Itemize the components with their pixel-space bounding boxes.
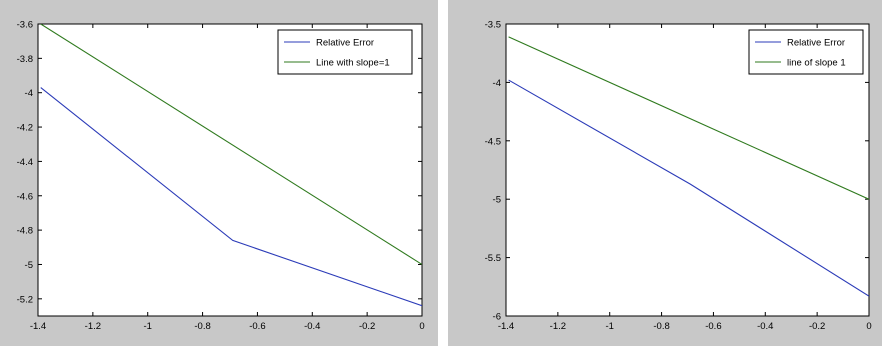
y-tick-label: -4.6	[17, 191, 33, 202]
x-tick-label: -0.2	[359, 321, 375, 332]
x-tick-label: -0.6	[249, 321, 265, 332]
legend-label-2: Line with slope=1	[316, 58, 390, 69]
y-tick-label: -3.8	[17, 54, 33, 65]
y-tick-label: -5.2	[17, 294, 33, 305]
y-tick-label: -4.4	[17, 157, 33, 168]
series-line-1	[40, 87, 422, 307]
legend-label-2: line of slope 1	[787, 58, 846, 69]
chart-panel-right: -1.4 -1.2 -1 -0.8 -0.6 -0.4 -0.2 0 -3.5 -4 -4.5 -5 -…	[448, 0, 882, 346]
y-tick-label: -4.8	[17, 226, 33, 237]
x-tick-label: -1.2	[85, 321, 101, 332]
x-tick-label: -1.4	[30, 321, 46, 332]
x-tick-label: -1.2	[550, 321, 566, 332]
y-tick-label: -5.5	[485, 253, 501, 264]
legend-label-1: Relative Error	[787, 38, 845, 49]
x-tick-label: -0.4	[304, 321, 320, 332]
x-tick-label: -0.4	[757, 321, 773, 332]
y-tick-label: -6	[493, 312, 501, 323]
x-tick-label: -0.6	[705, 321, 721, 332]
x-tick-label: -1.4	[498, 321, 514, 332]
y-tick-label: -4	[25, 88, 33, 99]
series-line-2	[508, 36, 869, 200]
x-tick-label: -0.8	[194, 321, 210, 332]
chart-panel-left: -1.4 -1.2 -1 -0.8 -0.6 -0.4 -0.2 0 -3.6 -3.8 -4 -4.…	[0, 0, 438, 346]
chart-left: -1.4 -1.2 -1 -0.8 -0.6 -0.4 -0.2 0 -3.6 -3.8 -4 -4.…	[17, 20, 425, 333]
x-tick-label: -0.2	[809, 321, 825, 332]
y-tick-label: -5	[493, 195, 501, 206]
y-tick-label: -4	[493, 78, 501, 89]
x-tick-label: 0	[866, 321, 871, 332]
y-tick-label: -3.5	[485, 20, 501, 31]
series-line-1	[508, 79, 869, 297]
x-tick-label: -1	[143, 321, 151, 332]
y-tick-label: -4.2	[17, 123, 33, 134]
plot-area	[505, 23, 870, 317]
y-tick-label: -4.5	[485, 136, 501, 147]
legend-box	[748, 29, 864, 75]
x-tick-label: -0.8	[653, 321, 669, 332]
chart-right: -1.4 -1.2 -1 -0.8 -0.6 -0.4 -0.2 0 -3.5 -4 -4.5 -5 -…	[485, 20, 872, 333]
y-tick-label: -5	[25, 260, 33, 271]
legend-box	[277, 29, 413, 75]
legend-label-1: Relative Error	[316, 38, 374, 49]
series-line-2	[40, 24, 422, 265]
y-tick-label: -3.6	[17, 20, 33, 31]
x-tick-label: 0	[419, 321, 424, 332]
x-tick-label: -1	[605, 321, 613, 332]
